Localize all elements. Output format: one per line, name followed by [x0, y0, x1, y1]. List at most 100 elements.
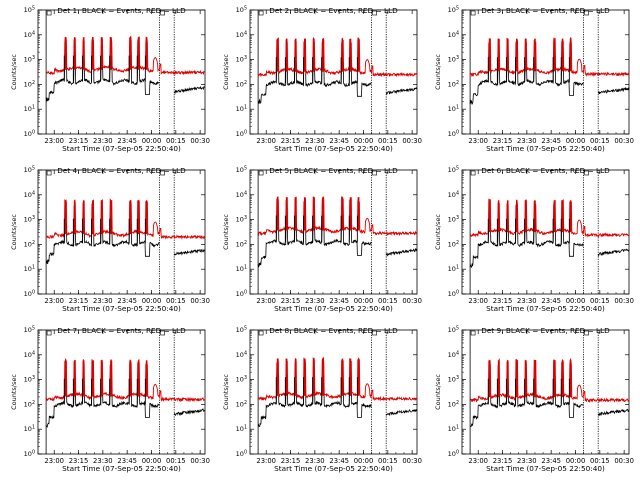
x-tick-label: 00:30 [614, 137, 634, 145]
y-tick-label: 103 [448, 215, 459, 224]
y-tick-label: 100 [236, 130, 247, 139]
x-tick-label: 23:30 [517, 297, 537, 305]
plot-frame [37, 169, 206, 295]
x-tick-label: 00:15 [166, 137, 186, 145]
x-tick-label: 23:45 [117, 457, 137, 465]
y-tick-label: 103 [24, 55, 35, 64]
y-tick-label: 100 [24, 290, 35, 299]
x-tick-label: 23:15 [281, 137, 301, 145]
detector-panel-7: 100 101 102 103 104 105 23:00 23:15 23:30 23:45 00… [10, 326, 210, 474]
x-tick-label: 23:45 [117, 137, 137, 145]
x-axis-label: Start Time (07-Sep-05 22:50:40) [62, 304, 181, 313]
detector-panel-9: 100 101 102 103 104 105 23:00 23:15 23:30 23:45 00… [434, 326, 634, 474]
y-tick-label: 103 [448, 375, 459, 384]
x-tick-label: 23:15 [69, 137, 89, 145]
x-tick-label: 00:00 [354, 137, 374, 145]
detector-panel-4: 100 101 102 103 104 105 23:00 23:15 23:30 23:45 00… [10, 166, 210, 314]
y-axis-label: Counts/sec [434, 214, 442, 250]
y-tick-label: 101 [448, 425, 459, 434]
x-tick-label: 00:15 [378, 297, 398, 305]
y-tick-label: 100 [24, 450, 35, 459]
y-tick-label: 103 [236, 375, 247, 384]
marker-box [160, 170, 165, 176]
x-tick-label: 23:45 [541, 457, 561, 465]
marker-box [258, 330, 264, 336]
marker-box [160, 10, 165, 16]
marker-box [46, 330, 52, 336]
x-tick-label: 23:15 [493, 457, 513, 465]
x-tick-label: 00:00 [142, 297, 162, 305]
x-tick-label: 00:00 [354, 457, 374, 465]
x-tick-label: 00:15 [590, 297, 610, 305]
plot-frame [249, 329, 418, 455]
events-series-line [385, 247, 418, 257]
y-tick-label: 104 [236, 30, 247, 39]
x-tick-label: 23:45 [329, 457, 349, 465]
lld-series-line [470, 198, 630, 238]
x-tick-label: 23:00 [44, 137, 64, 145]
y-tick-label: 101 [448, 265, 459, 274]
lld-series-line [257, 356, 418, 402]
y-tick-label: 104 [24, 350, 35, 359]
x-tick-label: 23:30 [517, 457, 537, 465]
x-tick-label: 00:15 [590, 137, 610, 145]
plot-frame [249, 9, 418, 135]
marker-box [584, 330, 589, 336]
detector-panel-2: 100 101 102 103 104 105 23:00 23:15 23:30 23:45 00… [222, 6, 422, 154]
panel-title: Det 2: BLACK = Events, RED = LLD [269, 6, 398, 15]
x-tick-label: 23:00 [468, 457, 488, 465]
y-axis-label: Counts/sec [10, 54, 18, 90]
marker-box [160, 330, 165, 336]
panel-title: Det 1: BLACK = Events, RED = LLD [57, 6, 186, 15]
x-tick-label: 23:30 [305, 137, 325, 145]
events-series-line [173, 408, 206, 417]
detector-panel-8: 100 101 102 103 104 105 23:00 23:15 23:30 23:45 00… [222, 326, 422, 474]
x-axis-label: Start Time (07-Sep-05 22:50:40) [274, 464, 393, 473]
detector-panel-1: 100 101 102 103 104 105 23:00 23:15 23:30 23:45 00… [10, 6, 210, 154]
x-tick-label: 23:15 [493, 137, 513, 145]
lld-series-line [45, 357, 206, 403]
y-tick-label: 103 [24, 215, 35, 224]
x-tick-label: 23:15 [281, 457, 301, 465]
y-tick-label: 105 [236, 6, 247, 15]
y-tick-label: 104 [448, 190, 459, 199]
y-tick-label: 104 [24, 190, 35, 199]
y-tick-label: 102 [24, 400, 35, 409]
y-tick-label: 105 [448, 166, 459, 175]
y-axis-label: Counts/sec [434, 54, 442, 90]
panel-title: Det 8: BLACK = Events, RED = LLD [269, 326, 398, 335]
marker-box [470, 10, 476, 16]
marker-box [584, 10, 589, 16]
x-tick-label: 00:15 [378, 137, 398, 145]
marker-box [372, 330, 377, 336]
x-tick-label: 00:00 [354, 297, 374, 305]
marker-box [46, 170, 52, 176]
marker-box [258, 170, 264, 176]
y-tick-label: 103 [448, 55, 459, 64]
detector-panel-6: 100 101 102 103 104 105 23:00 23:15 23:30 23:45 00… [434, 166, 634, 314]
y-tick-label: 102 [24, 80, 35, 89]
x-tick-label: 23:45 [541, 297, 561, 305]
x-tick-label: 23:00 [256, 297, 276, 305]
x-tick-label: 00:00 [566, 457, 586, 465]
lld-series-line [469, 37, 630, 78]
events-series-line [173, 248, 206, 257]
y-tick-label: 101 [24, 265, 35, 274]
x-tick-label: 00:00 [142, 137, 162, 145]
y-tick-label: 105 [236, 166, 247, 175]
panel-title: Det 4: BLACK = Events, RED = LLD [57, 166, 186, 175]
y-tick-label: 100 [24, 130, 35, 139]
x-axis-label: Start Time (07-Sep-05 22:50:40) [62, 464, 181, 473]
y-tick-label: 103 [236, 215, 247, 224]
x-tick-label: 00:00 [566, 297, 586, 305]
y-axis-label: Counts/sec [10, 374, 18, 410]
x-tick-label: 00:00 [142, 457, 162, 465]
x-axis-label: Start Time (07-Sep-05 22:50:40) [62, 144, 181, 153]
marker-box [258, 10, 264, 16]
x-tick-label: 23:15 [69, 457, 89, 465]
y-tick-label: 102 [236, 80, 247, 89]
y-tick-label: 104 [236, 350, 247, 359]
lld-series-line [469, 358, 630, 403]
y-tick-label: 105 [448, 326, 459, 335]
